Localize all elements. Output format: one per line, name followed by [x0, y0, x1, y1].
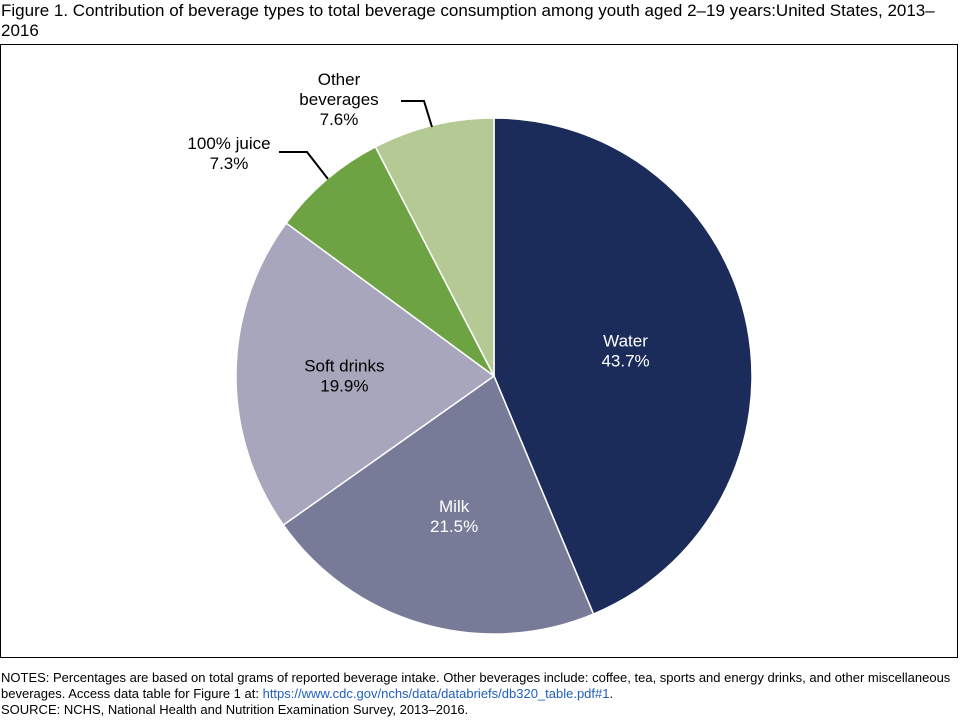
data-table-link[interactable]: https://www.cdc.gov/nchs/data/databriefs… — [262, 686, 610, 701]
notes-line-end: . — [609, 686, 614, 701]
pie-slice-soft-drinks — [235, 221, 496, 527]
leader-line-other-beverages — [401, 100, 433, 128]
slice-label-milk: Milk — [439, 497, 470, 516]
slice-value-milk: 21.5% — [430, 517, 478, 536]
notes-block: NOTES: Percentages are based on total gr… — [1, 670, 951, 718]
pie-slice-100pct-juice — [285, 145, 495, 377]
slice-value-water: 43.7% — [601, 352, 649, 371]
source-text: SOURCE: NCHS, National Health and Nutrit… — [1, 702, 469, 717]
slice-label-100pct-juice: 100% juice — [187, 134, 270, 153]
slice-label-other-beverages-line-2: beverages — [299, 90, 378, 109]
figure-title: Figure 1. Contribution of beverage types… — [1, 1, 935, 40]
slice-value-other-beverages: 7.6% — [320, 110, 359, 129]
slice-label-soft-drinks: Soft drinks — [304, 357, 384, 376]
chart-frame: Water 43.7% Milk 21.5% Soft drinks 19.9% 100% … — [0, 44, 958, 658]
notes-text: NOTES: Percentages are based on total gr… — [1, 670, 951, 702]
slice-label-other-beverages-line-1: Other — [318, 70, 361, 89]
slice-value-soft-drinks: 19.9% — [320, 377, 368, 396]
leader-line-100pct-juice — [279, 151, 329, 180]
notes-line: NOTES: Percentages are based on total gr… — [1, 670, 951, 701]
slice-label-water: Water — [603, 332, 648, 351]
pie-slice-water — [493, 117, 753, 616]
pie-slice-other-beverages — [374, 117, 495, 377]
pie-slice-milk — [282, 374, 595, 635]
slice-value-100pct-juice: 7.3% — [210, 154, 249, 173]
